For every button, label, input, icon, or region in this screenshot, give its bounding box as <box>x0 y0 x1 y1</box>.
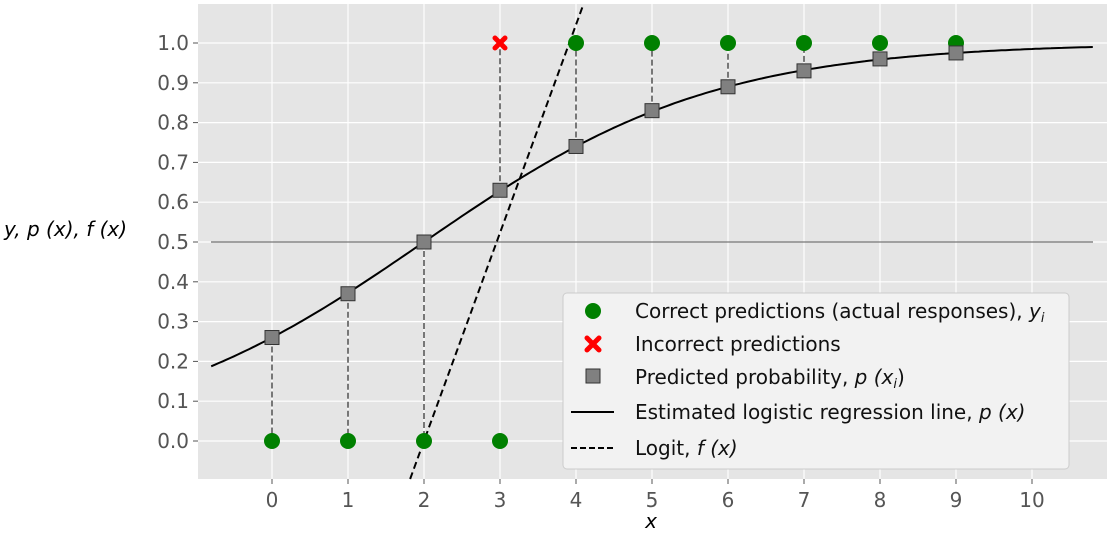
y-tick-label: 0.5 <box>157 230 189 254</box>
x-tick-label: 9 <box>950 488 963 512</box>
legend-circle-icon <box>585 303 601 319</box>
correct-prediction-point <box>264 433 280 449</box>
predicted-probability-point <box>264 330 280 346</box>
x-axis-label: x <box>644 509 657 533</box>
correct-prediction-point <box>340 433 356 449</box>
y-tick-label: 0.1 <box>157 389 189 413</box>
legend-label-correct: Correct predictions (actual responses), … <box>635 299 1045 326</box>
y-tick-label: 0.7 <box>157 150 189 174</box>
x-tick-label: 1 <box>342 488 355 512</box>
predicted-probability-point <box>492 182 508 198</box>
y-axis-ticks: 0.0 0.1 0.2 0.3 0.4 0.5 0.6 0.7 0.8 0.9 1.0 <box>157 31 198 453</box>
y-tick-label: 0.4 <box>157 270 189 294</box>
x-tick-label: 2 <box>418 488 431 512</box>
predicted-probability-point <box>872 51 888 67</box>
correct-prediction-point <box>416 433 432 449</box>
predicted-probability-point <box>416 234 432 250</box>
legend-box <box>562 292 1070 470</box>
x-tick-label: 7 <box>798 488 811 512</box>
x-tick-label: 6 <box>722 488 735 512</box>
correct-prediction-point <box>872 35 888 51</box>
y-axis-label: y, p (x), f (x) <box>3 217 127 241</box>
predicted-probability-point <box>340 286 356 302</box>
x-tick-label: 8 <box>874 488 887 512</box>
correct-prediction-point <box>568 35 584 51</box>
legend: Correct predictions (actual responses), … <box>562 292 1070 470</box>
x-axis-ticks: 0 1 2 3 4 5 6 7 8 9 10 <box>266 479 1045 512</box>
y-tick-label: 0.0 <box>157 429 189 453</box>
x-tick-label: 3 <box>494 488 507 512</box>
incorrect-prediction-x-icon <box>492 35 508 51</box>
y-tick-label: 0.6 <box>157 190 189 214</box>
predicted-probability-point <box>644 103 660 119</box>
legend-label-regression: Estimated logistic regression line, p (x… <box>635 400 1025 424</box>
x-tick-label: 10 <box>1019 488 1044 512</box>
y-tick-label: 0.3 <box>157 310 189 334</box>
data-markers <box>264 35 964 449</box>
correct-prediction-point <box>720 35 736 51</box>
x-tick-label: 4 <box>570 488 583 512</box>
predicted-probability-point <box>796 63 812 79</box>
legend-label-incorrect: Incorrect predictions <box>635 332 841 356</box>
correct-prediction-point <box>492 433 508 449</box>
legend-label-logit: Logit, f (x) <box>635 436 738 460</box>
legend-label-predicted: Predicted probability, p (xi) <box>635 365 905 392</box>
y-tick-label: 0.2 <box>157 349 189 373</box>
legend-square-icon <box>585 368 601 384</box>
correct-prediction-point <box>796 35 812 51</box>
correct-prediction-point <box>644 35 660 51</box>
predicted-probability-point <box>948 45 964 61</box>
y-tick-label: 1.0 <box>157 31 189 55</box>
logit-line <box>409 3 585 480</box>
x-tick-label: 5 <box>646 488 659 512</box>
predicted-probability-point <box>568 138 584 154</box>
predicted-probability-point <box>720 79 736 95</box>
y-tick-label: 0.8 <box>157 111 189 135</box>
x-tick-label: 0 <box>266 488 279 512</box>
y-tick-label: 0.9 <box>157 71 189 95</box>
legend-x-icon <box>584 335 602 353</box>
